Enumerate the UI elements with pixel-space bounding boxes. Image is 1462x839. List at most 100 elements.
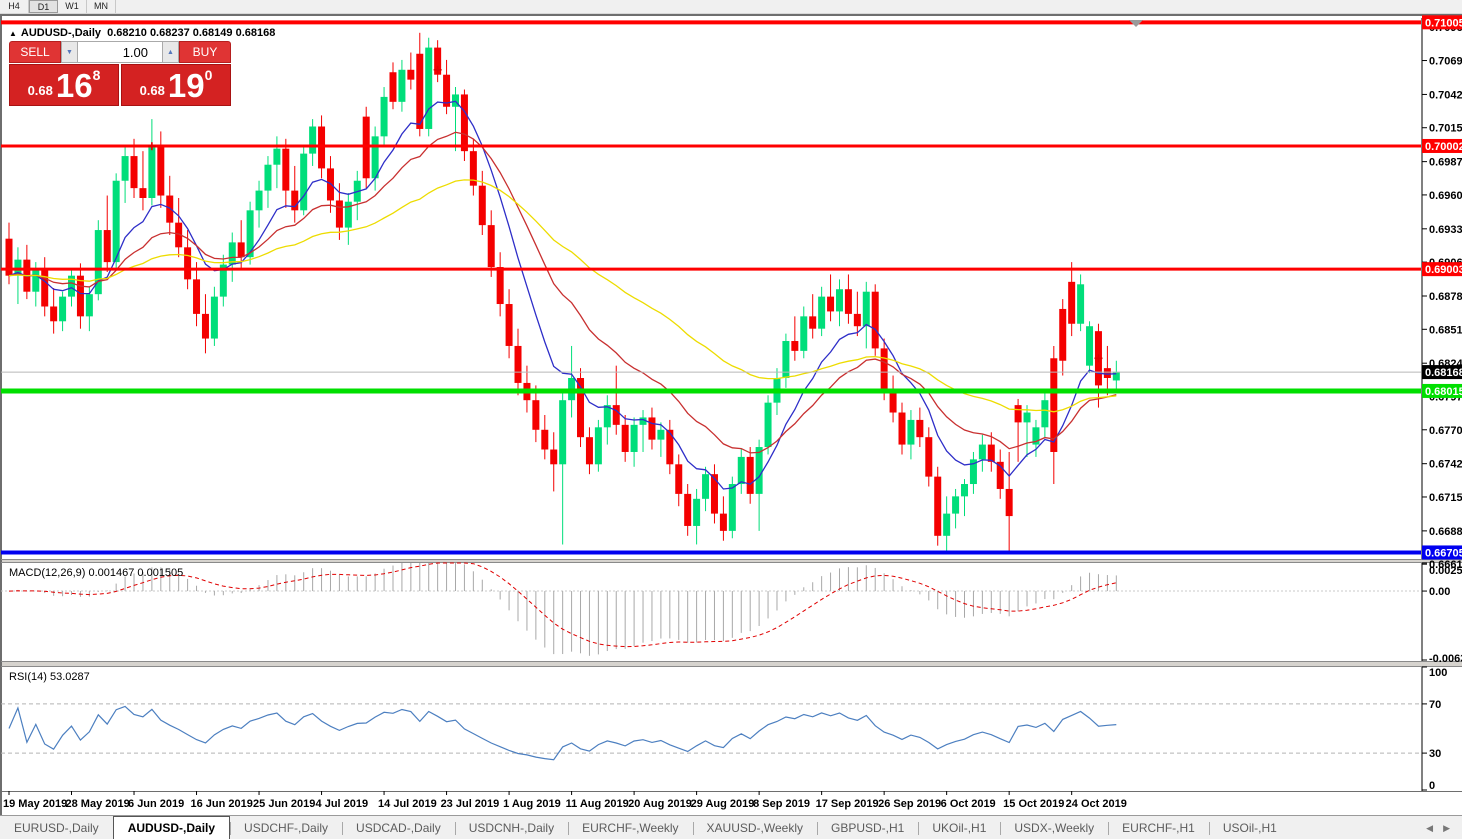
- sell-button[interactable]: SELL: [9, 41, 61, 63]
- candle: [1032, 419, 1040, 457]
- timeframe-w1[interactable]: W1: [58, 0, 87, 13]
- candle: [5, 222, 13, 285]
- chart-tab-usdcad-daily[interactable]: USDCAD-,Daily: [342, 818, 455, 839]
- ma-fast-line: [8, 100, 1117, 490]
- candle: [460, 89, 468, 162]
- candle: [862, 281, 870, 349]
- candle: [871, 284, 879, 356]
- candle: [657, 422, 665, 457]
- chart-tab-eurchf-h1[interactable]: EURCHF-,H1: [1108, 818, 1209, 839]
- candle: [469, 138, 477, 196]
- candle: [121, 146, 129, 203]
- chart-tab-gbpusd-h1[interactable]: GBPUSD-,H1: [817, 818, 918, 839]
- candle: [1068, 262, 1076, 337]
- candle: [898, 402, 906, 455]
- candle: [710, 464, 718, 524]
- candle: [621, 414, 629, 462]
- axis-price-flag: [1422, 262, 1462, 277]
- date-axis-label: 28 May 2019: [66, 798, 130, 810]
- trade-marker-icon: [433, 65, 442, 74]
- volume-increase-button[interactable]: ▲: [162, 41, 179, 63]
- volume-decrease-button[interactable]: ▼: [61, 41, 78, 63]
- chart-tab-ukoil-h1[interactable]: UKOil-,H1: [918, 818, 1000, 839]
- candle: [1103, 345, 1111, 396]
- candle: [389, 62, 397, 110]
- pane-splitter[interactable]: [2, 661, 1462, 666]
- timeframe-mn[interactable]: MN: [87, 0, 116, 13]
- candle: [157, 131, 165, 208]
- candle: [630, 417, 638, 467]
- candle: [728, 476, 736, 539]
- chart-tab-usdchf-daily[interactable]: USDCHF-,Daily: [230, 818, 342, 839]
- date-axis-label: 6 Oct 2019: [941, 798, 996, 810]
- candle: [541, 414, 549, 460]
- sell-price-button[interactable]: 0.68 16 8: [9, 64, 119, 106]
- chart-tab-xauusd-weekly[interactable]: XAUUSD-,Weekly: [692, 818, 817, 839]
- chart-tab-usdcnh-daily[interactable]: USDCNH-,Daily: [454, 818, 568, 839]
- candle: [648, 407, 656, 450]
- buy-price-main: 19: [167, 67, 205, 104]
- candle: [1041, 392, 1049, 438]
- candle: [844, 274, 852, 324]
- chart-tab-usoil-h1[interactable]: USOil-,H1: [1208, 818, 1291, 839]
- sell-price-main: 16: [55, 67, 93, 104]
- candle: [943, 496, 951, 554]
- candle: [1023, 405, 1031, 457]
- candle: [907, 410, 915, 460]
- candle: [782, 333, 790, 388]
- chart-tab-audusd-daily[interactable]: AUDUSD-,Daily: [112, 816, 231, 839]
- candle: [1086, 321, 1094, 374]
- candle: [764, 395, 772, 455]
- candle: [639, 410, 647, 452]
- symbol-ohlc-values: 0.68210 0.68237 0.68149 0.68168: [107, 27, 276, 39]
- sell-price-prefix: 0.68: [27, 83, 53, 98]
- price-axis-label: 0.69605: [1429, 190, 1462, 202]
- timeframe-h4[interactable]: H4: [0, 0, 29, 13]
- price-axis-label: 0.70695: [1429, 56, 1462, 68]
- buy-button[interactable]: BUY: [179, 41, 231, 63]
- timeframe-d1[interactable]: D1: [29, 0, 58, 13]
- axis-price-flag-label: 0.70002: [1425, 141, 1462, 153]
- rsi-label: RSI(14) 53.0287: [9, 671, 90, 683]
- candle: [934, 466, 942, 546]
- date-axis-label: 25 Jun 2019: [253, 798, 315, 810]
- candle: [594, 419, 602, 472]
- axis-price-flag: [1422, 15, 1462, 30]
- candle: [1005, 451, 1013, 554]
- candle: [50, 288, 58, 334]
- buy-price-button[interactable]: 0.68 19 0: [121, 64, 231, 106]
- volume-input[interactable]: [78, 41, 162, 63]
- candle: [148, 119, 156, 206]
- candle: [184, 230, 192, 290]
- chart-tab-eurchf-weekly[interactable]: EURCHF-,Weekly: [568, 818, 692, 839]
- candle: [666, 419, 674, 475]
- macd-axis-label: -0.006326: [1429, 653, 1462, 665]
- rsi-axis-label: 0: [1429, 780, 1435, 792]
- pane-splitter[interactable]: [2, 559, 1462, 562]
- date-axis-label: 23 Jul 2019: [441, 798, 500, 810]
- chart-tab-usdx-weekly[interactable]: USDX-,Weekly: [1000, 818, 1108, 839]
- candle: [1077, 274, 1085, 332]
- collapse-triangle-icon[interactable]: ▲: [9, 29, 17, 38]
- candle: [505, 289, 513, 359]
- candle: [514, 328, 522, 396]
- tabs-scroll-left-icon[interactable]: ◀: [1426, 823, 1434, 833]
- candle: [612, 365, 620, 435]
- candle: [987, 432, 995, 472]
- candle: [693, 488, 701, 545]
- candle: [916, 407, 924, 448]
- candle: [1112, 360, 1120, 391]
- chart-canvas: 0.709650.706950.704200.701500.698750.696…: [1, 15, 1462, 816]
- candle: [684, 484, 692, 536]
- chart-tab-eurusd-daily[interactable]: EURUSD-,Daily: [14, 821, 99, 835]
- tabs-scroll-right-icon[interactable]: ▶: [1443, 823, 1450, 833]
- trade-panel-prices: 0.68 16 8 0.68 19 0: [9, 64, 231, 106]
- candle: [978, 434, 986, 472]
- chart-shift-triangle-icon[interactable]: [1129, 20, 1143, 27]
- candle: [76, 263, 84, 329]
- chart-tab-bar: EURUSD-,Daily AUDUSD-,Daily USDCHF-,Daily U…: [0, 815, 1462, 839]
- candle: [103, 195, 111, 272]
- axis-price-flag: [1422, 545, 1462, 560]
